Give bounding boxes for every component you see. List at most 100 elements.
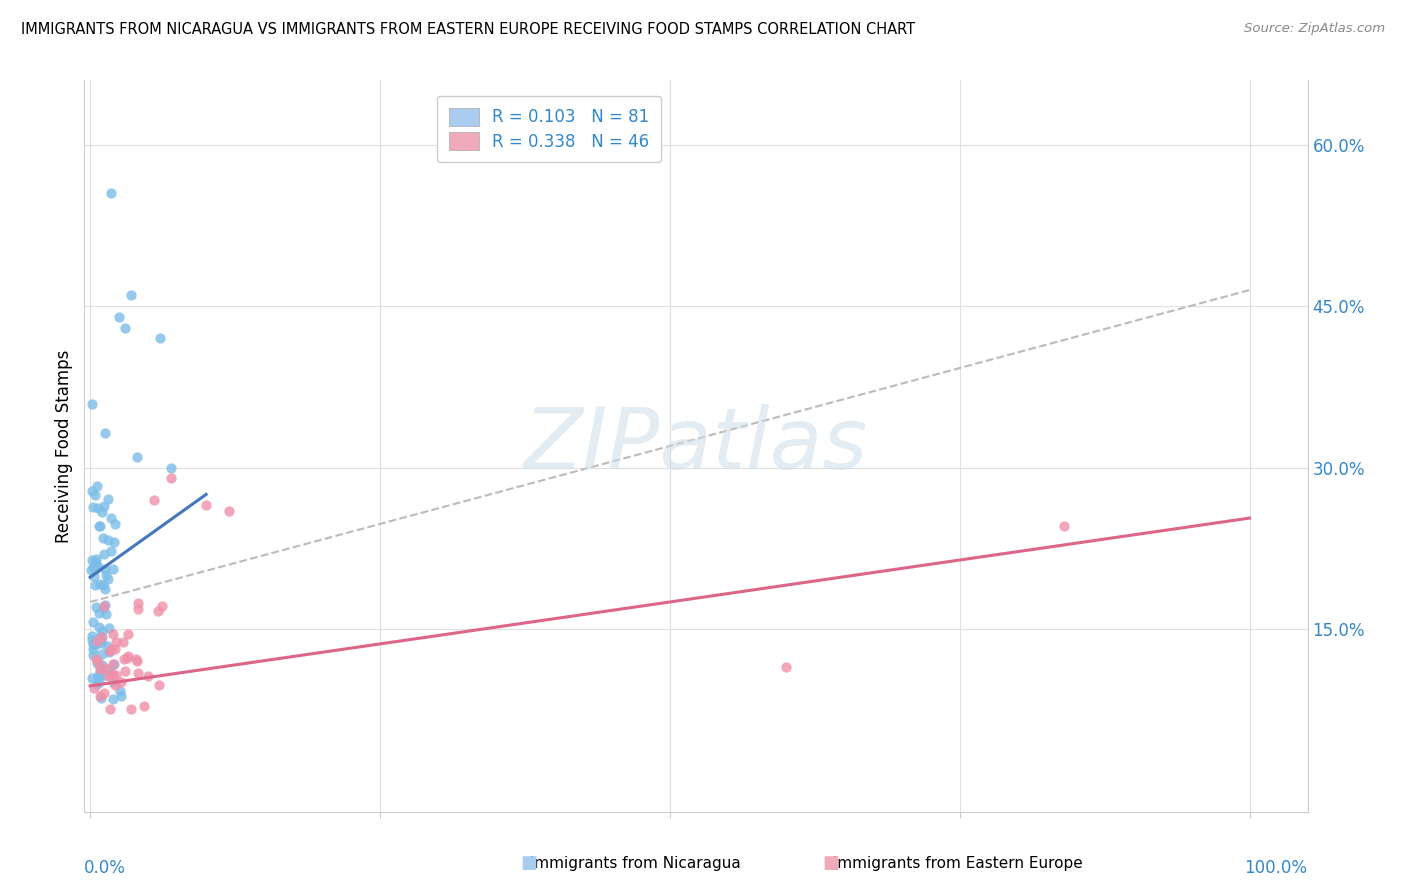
Point bbox=[93, 686, 115, 700]
Point bbox=[127, 655, 149, 669]
Point bbox=[90, 690, 112, 705]
Point bbox=[100, 511, 122, 525]
Point bbox=[84, 556, 107, 570]
Point bbox=[97, 621, 120, 635]
Text: Source: ZipAtlas.com: Source: ZipAtlas.com bbox=[1244, 22, 1385, 36]
Text: Immigrants from Eastern Europe: Immigrants from Eastern Europe bbox=[823, 856, 1083, 871]
Text: ■: ■ bbox=[520, 855, 537, 872]
Point bbox=[97, 668, 120, 682]
Point bbox=[142, 492, 165, 507]
Point bbox=[94, 661, 117, 675]
Point bbox=[93, 499, 115, 513]
Point bbox=[87, 669, 110, 683]
Point bbox=[82, 500, 104, 514]
Point bbox=[87, 606, 110, 620]
Point bbox=[127, 596, 149, 610]
Text: 0.0%: 0.0% bbox=[84, 859, 127, 877]
Text: ■: ■ bbox=[823, 855, 839, 872]
Point bbox=[89, 577, 111, 591]
Point bbox=[91, 658, 114, 673]
Legend: R = 0.103   N = 81, R = 0.338   N = 46: R = 0.103 N = 81, R = 0.338 N = 46 bbox=[437, 96, 661, 162]
Point bbox=[100, 544, 122, 558]
Point bbox=[80, 397, 103, 411]
Point bbox=[86, 559, 108, 574]
Point bbox=[82, 641, 104, 656]
Point bbox=[82, 637, 104, 651]
Point bbox=[94, 599, 117, 613]
Point bbox=[80, 671, 103, 685]
Point bbox=[100, 668, 122, 682]
Point bbox=[89, 664, 111, 678]
Point bbox=[98, 644, 121, 658]
Point bbox=[775, 659, 797, 673]
Point bbox=[93, 425, 115, 440]
Point bbox=[105, 635, 128, 649]
Point bbox=[91, 601, 114, 615]
Point bbox=[93, 547, 115, 561]
Text: Immigrants from Nicaragua: Immigrants from Nicaragua bbox=[520, 856, 741, 871]
Point bbox=[89, 662, 111, 676]
Point bbox=[127, 602, 149, 616]
Point bbox=[98, 645, 121, 659]
Point bbox=[101, 692, 124, 706]
Point bbox=[117, 627, 139, 641]
Point bbox=[104, 517, 127, 532]
Point bbox=[125, 450, 148, 464]
Point bbox=[86, 560, 108, 574]
Point bbox=[115, 651, 138, 665]
Point bbox=[82, 615, 104, 629]
Point bbox=[91, 631, 114, 645]
Point bbox=[90, 647, 112, 661]
Point bbox=[134, 698, 156, 713]
Point bbox=[108, 310, 131, 324]
Point bbox=[91, 578, 114, 592]
Point bbox=[97, 491, 120, 506]
Point bbox=[101, 657, 124, 671]
Point bbox=[82, 552, 104, 566]
Point bbox=[136, 668, 159, 682]
Point bbox=[100, 186, 122, 201]
Point bbox=[86, 656, 108, 670]
Point bbox=[80, 633, 103, 648]
Point bbox=[89, 619, 111, 633]
Point bbox=[146, 604, 169, 618]
Point bbox=[114, 664, 136, 678]
Point bbox=[114, 320, 136, 334]
Point bbox=[96, 568, 118, 582]
Point bbox=[84, 578, 107, 592]
Point bbox=[98, 662, 121, 676]
Point bbox=[94, 607, 117, 622]
Point bbox=[101, 669, 124, 683]
Point bbox=[104, 678, 127, 692]
Point bbox=[86, 637, 108, 651]
Point bbox=[100, 641, 122, 656]
Point bbox=[89, 632, 111, 647]
Point bbox=[90, 635, 112, 649]
Point bbox=[84, 551, 107, 566]
Point bbox=[89, 519, 111, 533]
Point bbox=[103, 535, 125, 549]
Point bbox=[86, 677, 108, 691]
Point bbox=[82, 560, 104, 574]
Point bbox=[83, 569, 105, 583]
Text: 100.0%: 100.0% bbox=[1244, 859, 1308, 877]
Point bbox=[110, 674, 132, 689]
Point bbox=[160, 471, 183, 485]
Point bbox=[97, 533, 120, 548]
Point bbox=[101, 627, 124, 641]
Point bbox=[101, 562, 124, 576]
Point bbox=[195, 498, 218, 512]
Point bbox=[218, 503, 240, 517]
Point bbox=[1053, 518, 1076, 533]
Point bbox=[98, 702, 121, 716]
Point bbox=[149, 331, 172, 345]
Point bbox=[83, 681, 105, 695]
Point bbox=[110, 689, 132, 703]
Point bbox=[120, 701, 142, 715]
Point bbox=[96, 639, 118, 653]
Point bbox=[89, 629, 111, 643]
Point bbox=[87, 501, 110, 516]
Point bbox=[94, 582, 117, 596]
Point bbox=[89, 689, 111, 703]
Point bbox=[84, 488, 107, 502]
